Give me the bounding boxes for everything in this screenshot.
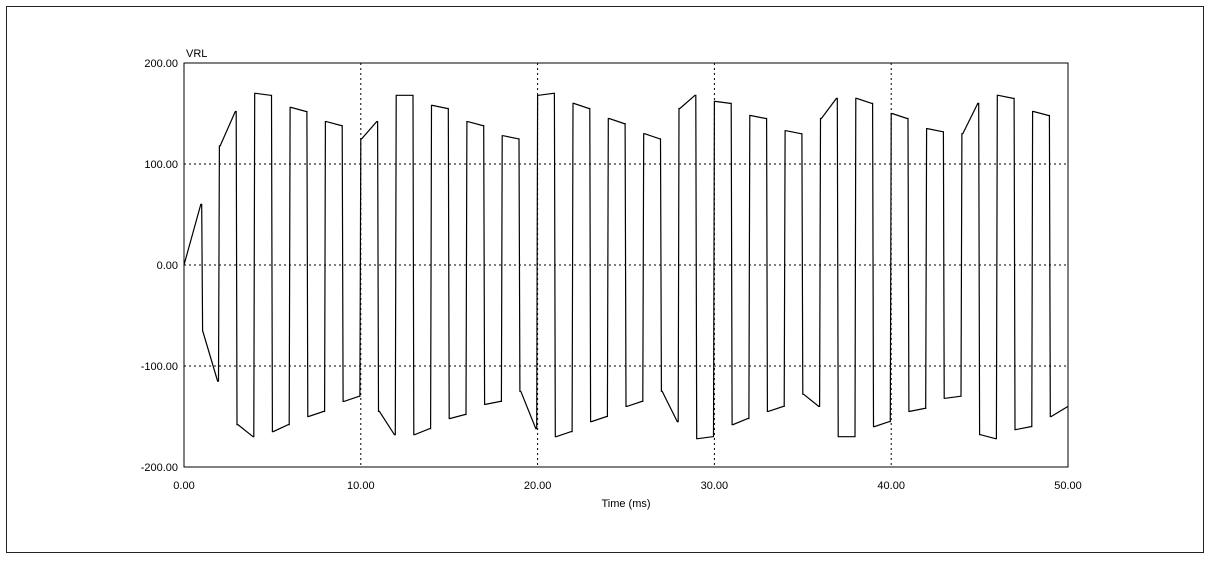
tick-layer: 0.00 10.00 20.00 30.00 40.00 50.00 -200.00 -100… xyxy=(141,58,1082,492)
trace-layer xyxy=(183,92,1069,440)
series-label-vrl: VRL xyxy=(186,48,207,60)
x-tick-label: 40.00 xyxy=(877,480,905,492)
y-tick-label: -200.00 xyxy=(141,462,178,474)
x-tick-label: 10.00 xyxy=(347,480,375,492)
chart-plot: 0.00 10.00 20.00 30.00 40.00 50.00 -200.00 -100… xyxy=(141,48,1082,510)
x-tick-label: 20.00 xyxy=(524,480,552,492)
series-line-vrl xyxy=(183,92,1069,440)
x-tick-label: 50.00 xyxy=(1054,480,1082,492)
y-tick-label: 0.00 xyxy=(157,260,178,272)
x-axis-label: Time (ms) xyxy=(601,498,650,510)
x-tick-label: 30.00 xyxy=(701,480,729,492)
y-tick-label: -100.00 xyxy=(141,361,178,373)
y-tick-label: 100.00 xyxy=(144,159,178,171)
chart-frame: 0.00 10.00 20.00 30.00 40.00 50.00 -200.00 -100… xyxy=(6,6,1204,553)
y-tick-label: 200.00 xyxy=(144,58,178,70)
plot-area-border xyxy=(183,62,1069,468)
x-tick-label: 0.00 xyxy=(173,480,194,492)
